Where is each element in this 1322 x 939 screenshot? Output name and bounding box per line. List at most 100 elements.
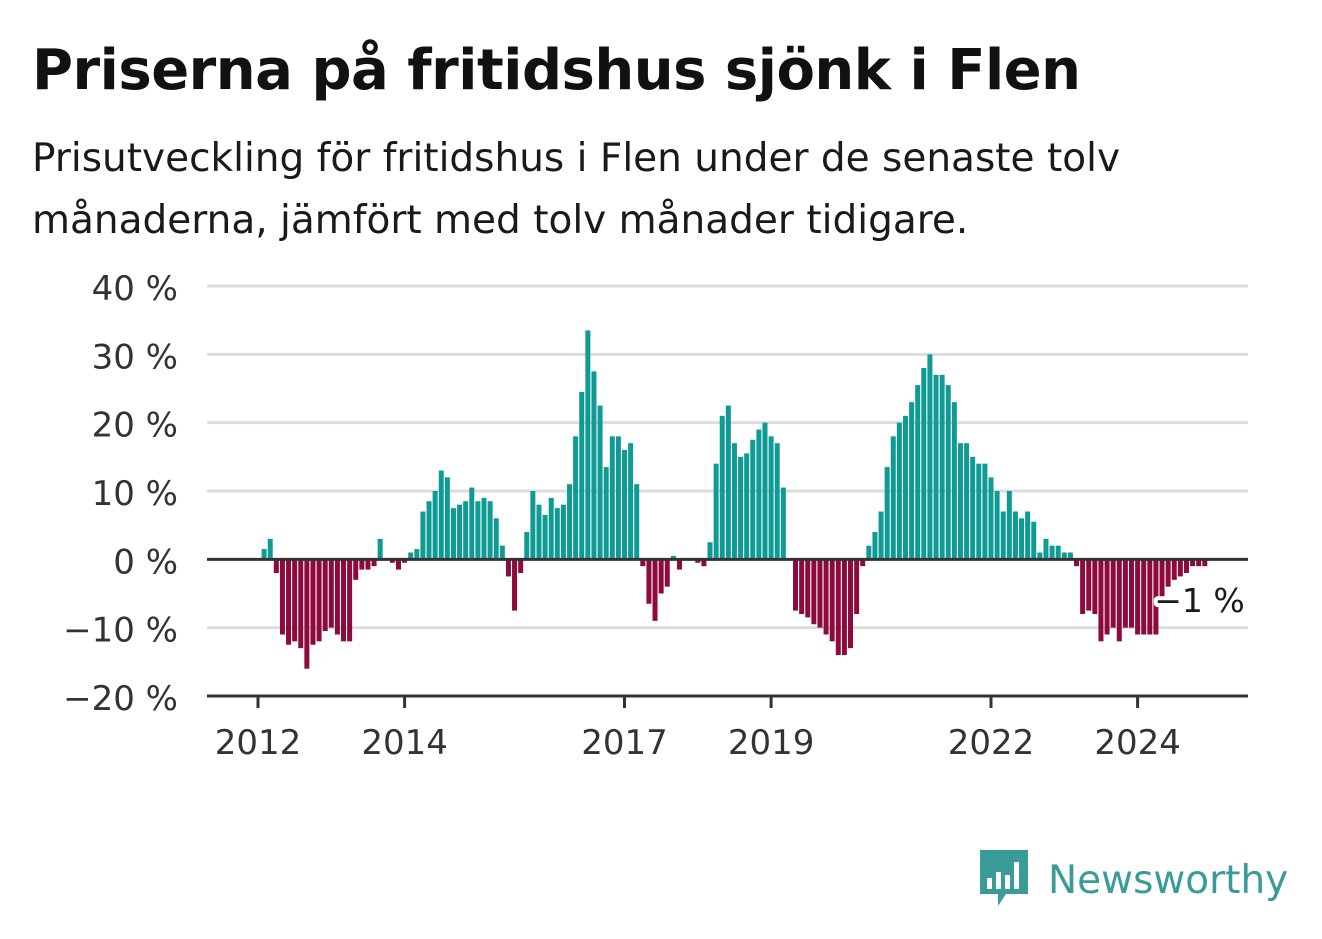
bar: [1012, 511, 1018, 560]
bar: [304, 559, 310, 669]
bar: [341, 559, 347, 642]
bar: [1177, 559, 1183, 577]
bar: [872, 532, 878, 560]
bar: [536, 504, 542, 560]
bar: [481, 497, 487, 560]
bar: [377, 538, 383, 560]
bar: [1086, 559, 1092, 611]
bar: [505, 559, 511, 577]
bar: [1141, 559, 1147, 635]
bar: [750, 439, 756, 560]
bar: [701, 559, 707, 567]
bar: [438, 470, 444, 560]
bar: [1074, 559, 1080, 567]
chart-subtitle: Prisutveckling för fritidshus i Flen und…: [32, 136, 1121, 243]
bar: [768, 436, 774, 560]
bar: [402, 559, 408, 563]
bar: [1061, 552, 1067, 560]
bar: [542, 514, 548, 560]
bar: [976, 463, 982, 560]
bar: [615, 436, 621, 560]
bar: [811, 559, 817, 625]
bars: [261, 330, 1208, 669]
x-tick-label: 2012: [215, 723, 302, 763]
brand-name: Newsworthy: [1048, 857, 1289, 903]
bar: [1128, 559, 1134, 628]
bar: [860, 559, 866, 567]
y-tick-label: 0 %: [113, 542, 178, 582]
bar: [634, 484, 640, 560]
bar: [744, 453, 750, 560]
bar: [719, 415, 725, 560]
bar: [774, 443, 780, 560]
bar: [1055, 545, 1061, 560]
bar: [524, 532, 530, 560]
bar: [512, 559, 518, 611]
bar: [457, 504, 463, 560]
bar: [982, 463, 988, 560]
bar: [1135, 559, 1141, 635]
bar: [1183, 559, 1189, 573]
bar: [878, 511, 884, 560]
logo-bar-4: [1014, 862, 1019, 889]
y-tick-label: 30 %: [92, 337, 178, 377]
bar: [951, 402, 957, 560]
bar: [432, 491, 438, 560]
bar: [713, 463, 719, 560]
bar: [426, 501, 432, 560]
bar: [548, 497, 554, 560]
bar: [444, 477, 450, 560]
bar: [567, 484, 573, 560]
bar: [493, 518, 499, 560]
bar: [762, 422, 768, 560]
bar: [420, 511, 426, 560]
bar: [1098, 559, 1104, 642]
bar: [408, 552, 414, 560]
bar: [725, 405, 731, 560]
bar: [371, 559, 377, 567]
bar: [1122, 559, 1128, 628]
bar: [927, 354, 933, 560]
x-tick-label: 2019: [728, 723, 815, 763]
bar: [518, 559, 524, 573]
bar: [676, 559, 682, 570]
bar: [359, 559, 365, 570]
bar: [695, 559, 701, 563]
bar: [1049, 545, 1055, 560]
bar: [670, 555, 676, 560]
bar: [365, 559, 371, 570]
bar: [1116, 559, 1122, 642]
bar: [1080, 559, 1086, 614]
bar: [890, 436, 896, 560]
bar: [1031, 521, 1037, 560]
bar: [1147, 559, 1153, 635]
bar: [469, 487, 475, 560]
bar: [652, 559, 658, 621]
bar: [1202, 559, 1208, 567]
bar: [854, 559, 860, 614]
x-tick-label: 2024: [1094, 723, 1181, 763]
bar: [621, 450, 628, 560]
bar: [322, 559, 328, 632]
bar: [597, 405, 603, 560]
brand-logo: Newsworthy: [980, 850, 1288, 910]
bar: [640, 559, 646, 567]
bar: [628, 443, 634, 560]
bar: [1067, 552, 1073, 560]
y-axis-labels: 40 % 30 % 20 % 10 % 0 % −10 % −20 %: [63, 269, 178, 719]
bar: [884, 467, 890, 560]
bar: [738, 456, 744, 560]
bar: [1006, 491, 1012, 560]
bar: [450, 508, 456, 560]
bar: [1171, 559, 1177, 580]
bar: [799, 559, 805, 614]
bar: [347, 559, 353, 642]
bar: [866, 545, 872, 560]
x-tick-label: 2014: [361, 723, 448, 763]
bar: [310, 559, 316, 645]
x-axis-labels: 2012 2014 2017 2019 2022 2024: [215, 696, 1181, 763]
bar: [964, 443, 970, 560]
bar: [805, 559, 811, 618]
bar: [841, 559, 847, 655]
x-tick-label: 2017: [581, 723, 668, 763]
